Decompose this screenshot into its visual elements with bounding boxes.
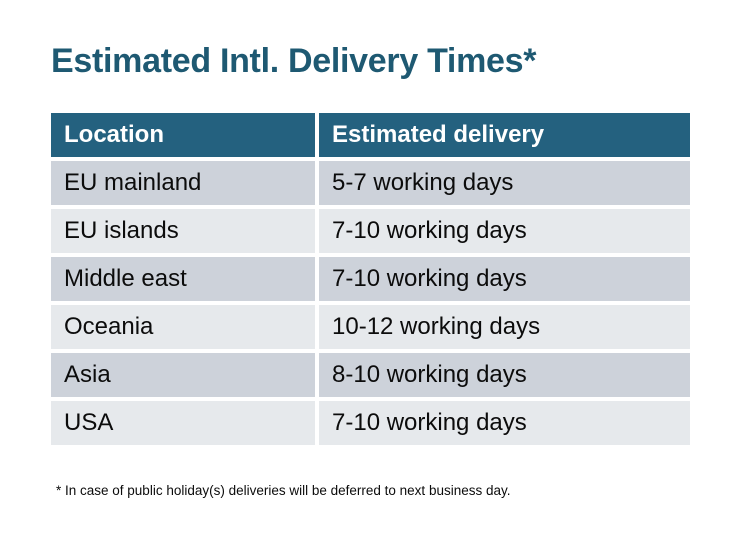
cell-delivery-eu-mainland: 5-7 working days — [319, 161, 690, 205]
column-header-location: Location — [51, 113, 315, 157]
cell-location-oceania: Oceania — [51, 305, 315, 349]
footnote: * In case of public holiday(s) deliverie… — [56, 483, 511, 498]
cell-delivery-usa: 7-10 working days — [319, 401, 690, 445]
cell-location-usa: USA — [51, 401, 315, 445]
cell-location-middle-east: Middle east — [51, 257, 315, 301]
cell-location-eu-islands: EU islands — [51, 209, 315, 253]
cell-location-asia: Asia — [51, 353, 315, 397]
column-header-estimated-delivery: Estimated delivery — [319, 113, 690, 157]
cell-delivery-eu-islands: 7-10 working days — [319, 209, 690, 253]
cell-delivery-oceania: 10-12 working days — [319, 305, 690, 349]
cell-location-eu-mainland: EU mainland — [51, 161, 315, 205]
page-title: Estimated Intl. Delivery Times* — [51, 42, 537, 80]
cell-delivery-asia: 8-10 working days — [319, 353, 690, 397]
cell-delivery-middle-east: 7-10 working days — [319, 257, 690, 301]
delivery-times-table: Location Estimated delivery EU mainland … — [51, 113, 690, 445]
